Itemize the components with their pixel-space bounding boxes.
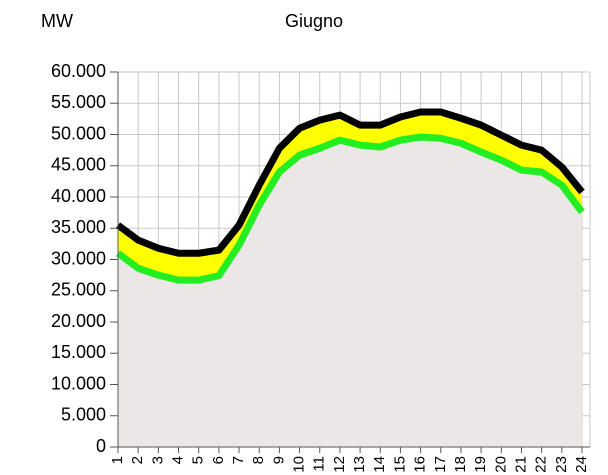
- x-tick-label: 10: [291, 456, 308, 473]
- x-tick-label: 6: [210, 456, 227, 464]
- x-tick-label: 2: [129, 456, 146, 464]
- x-tick-label: 9: [270, 456, 287, 464]
- y-tick-label: 55.000: [51, 92, 106, 112]
- y-tick-label: 15.000: [51, 342, 106, 362]
- x-tick-label: 18: [452, 456, 469, 473]
- x-tick-label: 3: [149, 456, 166, 464]
- y-tick-label: 35.000: [51, 217, 106, 237]
- x-tick-label: 19: [472, 456, 489, 473]
- y-tick-label: 25.000: [51, 280, 106, 300]
- x-tick-label: 20: [492, 456, 509, 473]
- x-tick-label: 1: [109, 456, 126, 464]
- x-tick-label: 15: [391, 456, 408, 473]
- y-axis-label: MW: [41, 11, 73, 31]
- series-line: [115, 108, 585, 257]
- x-tick-label: 5: [190, 456, 207, 464]
- y-tick-label: 5.000: [61, 405, 106, 425]
- y-tick-label: 20.000: [51, 311, 106, 331]
- y-tick-label: 0: [96, 436, 106, 456]
- x-tick-label: 13: [351, 456, 368, 473]
- x-tick-label: 12: [331, 456, 348, 473]
- x-tick-label: 17: [432, 456, 449, 473]
- x-tick-label: 7: [230, 456, 247, 464]
- y-tick-label: 10.000: [51, 373, 106, 393]
- x-tick-label: 16: [412, 456, 429, 473]
- chart-title: Giugno: [285, 11, 343, 31]
- area-fill: [118, 137, 582, 447]
- y-tick-label: 45.000: [51, 155, 106, 175]
- x-tick-label: 22: [533, 456, 550, 473]
- y-tick-label: 40.000: [51, 186, 106, 206]
- series-line: [115, 133, 585, 284]
- y-tick-label: 50.000: [51, 123, 106, 143]
- x-tick-label: 23: [553, 456, 570, 473]
- x-tick-label: 21: [512, 456, 529, 473]
- y-tick-label: 30.000: [51, 248, 106, 268]
- x-tick-label: 24: [573, 456, 590, 473]
- x-tick-label: 4: [169, 456, 186, 464]
- band-fill: [118, 112, 582, 281]
- y-tick-label: 60.000: [51, 61, 106, 81]
- x-tick-label: 11: [311, 456, 328, 472]
- x-tick-label: 14: [371, 456, 388, 473]
- x-tick-label: 8: [250, 456, 267, 464]
